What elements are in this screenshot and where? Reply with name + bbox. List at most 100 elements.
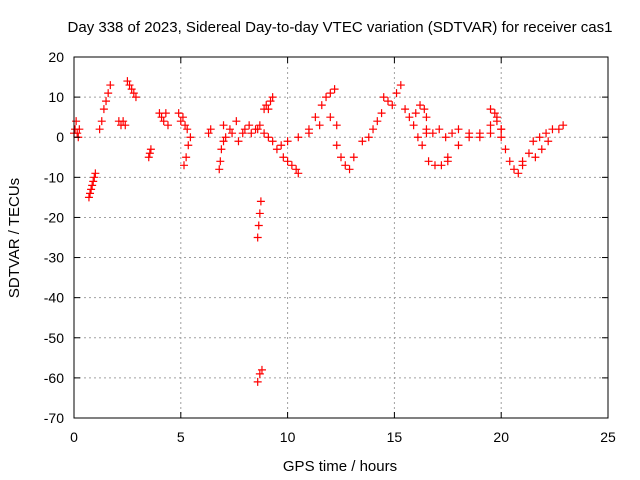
y-tick-label: 0 [56,129,64,145]
data-point [332,121,341,130]
data-point [373,117,382,126]
data-point [206,125,215,134]
data-point [349,153,358,162]
data-point [232,117,241,126]
y-tick-label: -10 [44,169,64,185]
data-point [542,129,551,138]
data-point [228,129,237,138]
data-point [345,165,354,174]
data-point [559,121,568,130]
data-point [279,153,288,162]
data-point [219,121,228,130]
data-point [97,117,106,126]
data-point [176,117,185,126]
data-point [341,161,350,170]
data-point [416,101,425,110]
data-point [418,141,427,150]
data-point [337,153,345,162]
data-point [125,81,134,90]
data-point [413,133,422,142]
data-point [260,129,269,138]
data-point [486,121,495,130]
data-point [317,101,326,110]
x-tick-label: 15 [387,429,403,445]
data-point [428,129,437,138]
data-point [292,165,301,174]
y-tick-label: -40 [44,290,64,306]
data-point [123,77,132,86]
data-point [401,105,410,114]
data-point [184,141,193,150]
data-point [238,129,247,138]
data-point [405,113,414,122]
data-point [424,157,433,166]
data-point [255,209,264,218]
data-point [254,221,263,230]
data-point [490,109,499,118]
data-point [544,137,553,146]
data-point [256,197,265,206]
data-point [253,377,262,386]
data-point [486,105,495,114]
y-tick-label: 20 [48,49,64,65]
data-point [88,181,97,190]
data-point [219,137,228,146]
data-point [420,105,429,114]
data-point [146,145,155,154]
data-point [181,121,190,130]
data-point [277,141,286,150]
data-point [287,161,296,170]
data-point [272,145,281,154]
data-point [501,145,510,154]
data-point [174,109,183,118]
data-point [330,85,339,94]
x-tick-label: 10 [280,429,296,445]
data-point [358,137,367,146]
data-point [90,173,99,182]
x-axis-tick-labels: 0 5 10 15 20 25 [70,429,616,445]
data-point [180,161,189,170]
data-point [388,101,397,110]
data-point [87,185,96,194]
data-point [264,105,273,114]
data-point [497,133,506,142]
data-point [537,145,546,154]
data-point [311,113,320,122]
data-point [247,129,256,138]
data-point [535,133,544,142]
data-point [161,109,170,118]
data-point [514,169,523,178]
y-axis-tick-labels: 20 10 0 -10 -20 -30 -40 -50 -60 -70 [44,49,64,426]
data-point [465,129,474,138]
data-point [245,121,254,130]
data-point [304,129,313,138]
data-point [332,141,341,150]
x-tick-label: 25 [600,429,616,445]
data-point [396,81,405,90]
data-point [253,125,262,134]
data-point [221,133,230,142]
y-tick-label: -70 [44,410,64,426]
data-point [178,113,187,122]
data-point [411,109,420,118]
x-axis-label: GPS time / hours [283,458,397,475]
data-point [253,233,262,242]
data-point [131,93,140,102]
y-tick-label: -30 [44,250,64,266]
data-point [422,125,431,134]
data-point [91,169,100,178]
data-point [89,177,98,186]
data-point [454,141,463,150]
data-point [437,161,446,170]
data-point [326,113,335,122]
data-point [268,137,277,146]
y-axis-label: SDTVAR / TECUs [6,178,23,298]
data-point [215,165,224,174]
data-point [315,121,324,130]
data-point [145,149,154,158]
data-point [183,125,192,134]
data-point [383,97,392,106]
data-point [204,129,213,138]
data-point [364,133,373,142]
data-point [443,153,452,162]
